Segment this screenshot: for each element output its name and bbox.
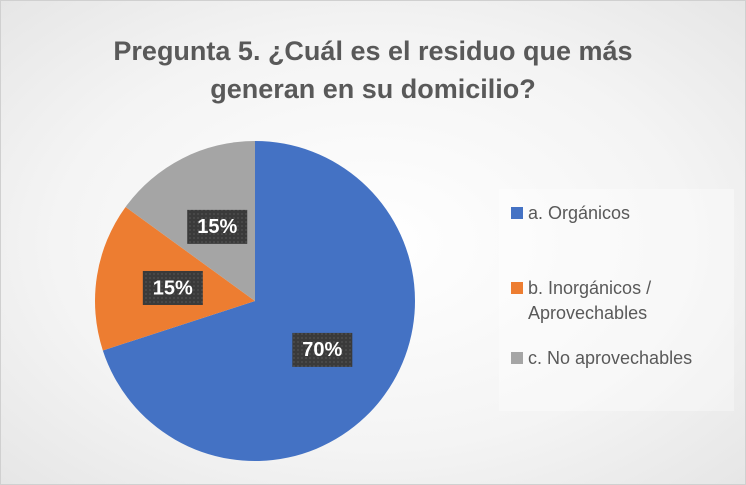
legend: a. Orgánicos b. Inorgánicos / Aprovechabl… — [499, 189, 734, 411]
chart-title: Pregunta 5. ¿Cuál es el residuo que más — [113, 36, 632, 66]
legend-label: b. Inorgánicos / Aprovechables — [528, 278, 652, 323]
legend-item: a. Orgánicos — [511, 201, 745, 226]
pie-slice — [102, 141, 415, 461]
data-label: 15% — [197, 216, 237, 238]
legend-item: c. No aprovechables — [511, 346, 745, 371]
data-label: 15% — [153, 277, 193, 299]
legend-swatch — [511, 207, 523, 219]
chart-title: generan en su domicilio? — [210, 74, 536, 104]
data-label-box — [187, 209, 248, 244]
data-label-box — [292, 332, 353, 367]
data-label-box — [142, 270, 203, 305]
legend-label: c. No aprovechables — [528, 348, 693, 368]
legend-swatch — [511, 352, 523, 364]
legend-label: a. Orgánicos — [528, 203, 631, 223]
legend-item: b. Inorgánicos / Aprovechables — [511, 276, 745, 326]
data-label: 70% — [302, 339, 342, 361]
legend-swatch — [511, 282, 523, 294]
